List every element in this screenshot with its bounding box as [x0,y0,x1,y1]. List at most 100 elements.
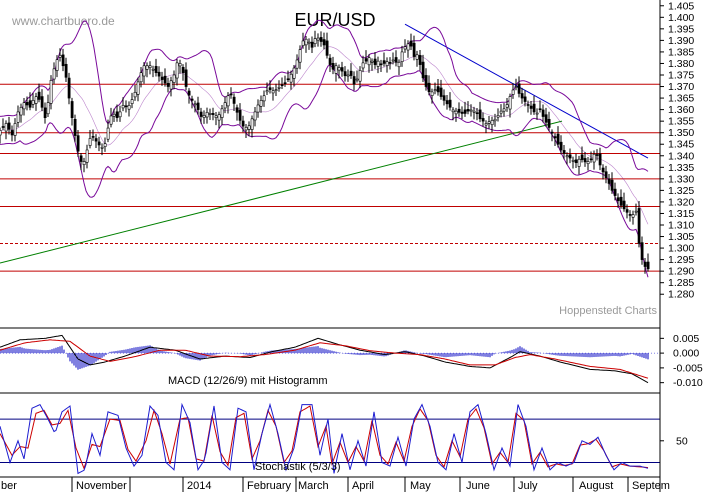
macd-signal-line [0,339,649,379]
candle-body [28,100,32,108]
candle-body [433,89,437,91]
macd-tick-label: -0.005 [673,362,703,374]
candle-body [238,109,242,121]
candle-body [337,67,341,71]
candle-body [496,115,500,118]
candle-body [574,159,578,163]
month-label: ber [1,480,17,492]
candle-body [274,89,278,91]
candle-body [439,87,443,97]
macd-tick-label: -0.010 [673,377,703,389]
candle-body [397,62,401,68]
candle-body [16,111,20,123]
candle-body [340,67,344,72]
candle-body [493,118,497,122]
candle-body [325,40,329,56]
candle-body [394,57,398,63]
candle-body [160,76,164,80]
macd-tick-label: 0.000 [673,348,699,360]
price-tick-label: 1.310 [668,220,694,232]
candle-body [220,108,224,118]
candle-body [88,138,92,146]
month-label: Septem [632,480,670,492]
month-label: February [247,480,292,492]
candle-body [133,92,137,98]
candle-body [418,55,422,65]
candle-body [19,107,23,116]
candle-body [562,150,566,154]
candle-body [517,83,521,94]
candle-body [361,62,365,69]
price-tick-label: 1.330 [668,173,694,185]
candle-body [232,96,236,104]
candle-body [385,61,389,66]
candle-body [10,130,14,136]
price-tick-label: 1.400 [668,12,694,24]
month-label: 2014 [187,480,211,492]
candle-body [208,113,212,115]
candle-body [172,74,176,83]
candle-body [184,69,188,87]
candle-body [547,118,551,128]
candle-body [331,63,335,70]
candle-body [52,68,56,80]
candle-body [250,118,254,130]
candle-body [121,105,125,109]
candle-body [316,37,320,41]
candle-body [103,143,107,147]
blue-trend-line [404,23,649,159]
chart-title: EUR/USD [294,10,375,30]
candle-body [646,261,650,270]
candle-body [376,60,380,67]
candle-body [4,123,8,132]
candle-body [148,65,152,68]
candle-body [49,80,53,104]
candle-body [91,136,95,138]
candle-body [595,154,599,156]
candle-body [283,82,287,84]
price-tick-label: 1.345 [668,139,694,151]
candle-body [247,125,251,130]
month-label: August [579,480,613,492]
stoch-lines [0,402,649,475]
price-tick-label: 1.320 [668,196,694,208]
candle-body [223,102,227,109]
candle-body [34,96,38,104]
candle-body [544,114,548,123]
candle-body [625,209,629,213]
candle-body [169,80,173,90]
candle-body [124,105,128,108]
candle-body [67,77,71,99]
candle-body [634,210,638,213]
candle-body [31,100,35,105]
candle-body [538,108,542,111]
candle-body [154,66,158,73]
candle-body [145,65,149,70]
candle-body [610,179,614,191]
candle-body [334,65,338,74]
price-tick-label: 1.350 [668,127,694,139]
candle-body [0,130,2,136]
candle-body [601,167,605,173]
macd-panel: 0.005 0.000 -0.005 -0.010 MACD (12/26/9) mi… [0,327,703,389]
candle-body [199,111,203,117]
candle-body [619,196,623,206]
candle-body [535,112,539,115]
candle-body [43,107,47,118]
candle-body [262,95,266,102]
candle-body [553,136,557,139]
candle-body [37,91,41,100]
candle-body [178,63,182,67]
candle-body [622,200,626,210]
candle-body [478,109,482,120]
candle-body [1,126,5,128]
month-label: March [298,480,329,492]
candle-body [259,100,263,107]
candle-body [364,58,368,62]
candle-body [457,108,461,113]
candle-body [580,154,584,160]
candle-body [265,90,269,93]
candle-body [640,242,644,260]
candle-body [556,133,560,145]
bollinger-lower [0,64,649,278]
